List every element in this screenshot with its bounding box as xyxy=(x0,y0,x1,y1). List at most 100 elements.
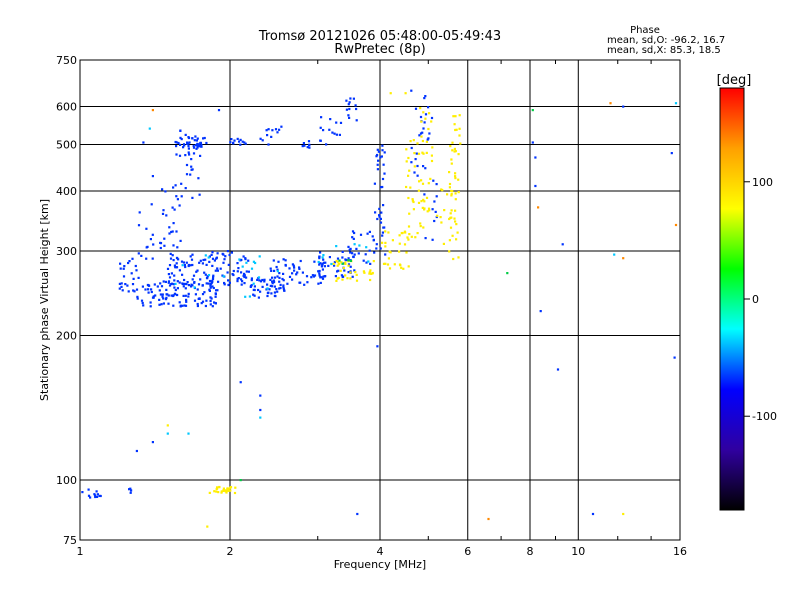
echo-point xyxy=(227,488,230,491)
echo-point xyxy=(239,479,242,482)
echo-point xyxy=(295,273,298,276)
echo-point xyxy=(407,196,410,200)
echo-point xyxy=(534,184,537,188)
echo-point xyxy=(197,177,200,180)
echo-point xyxy=(454,175,457,178)
echo-point xyxy=(183,278,186,282)
echo-point xyxy=(276,290,279,293)
echo-point xyxy=(355,119,358,122)
echo-point xyxy=(168,276,172,279)
echo-point xyxy=(435,215,438,219)
echo-point xyxy=(359,233,363,236)
echo-point xyxy=(363,271,366,274)
echo-point xyxy=(310,276,313,279)
echo-point xyxy=(257,296,260,299)
echo-point xyxy=(247,270,250,273)
echo-point xyxy=(208,491,211,494)
echo-point xyxy=(210,297,213,300)
echo-point xyxy=(187,264,190,268)
echo-point xyxy=(276,275,279,278)
echo-point xyxy=(333,264,336,267)
echo-point xyxy=(239,381,242,384)
echo-point xyxy=(258,279,261,282)
echo-point xyxy=(391,239,394,242)
echo-point xyxy=(441,189,444,192)
echo-point xyxy=(276,270,279,273)
echo-point xyxy=(405,251,408,254)
echo-point xyxy=(136,295,139,298)
echo-point xyxy=(419,222,422,225)
echo-point xyxy=(207,282,210,285)
echo-point xyxy=(199,278,202,281)
colorbar-tick-label: -100 xyxy=(752,410,777,423)
echo-point xyxy=(216,252,219,255)
echo-point xyxy=(270,135,273,138)
echo-point xyxy=(218,485,221,489)
echo-point xyxy=(187,284,190,287)
echo-point xyxy=(195,147,198,150)
echo-point xyxy=(273,276,277,279)
echo-point xyxy=(207,274,211,277)
echo-point xyxy=(119,262,122,265)
echo-point xyxy=(400,266,403,269)
echo-point xyxy=(227,283,230,287)
echo-point xyxy=(381,149,384,152)
echo-point xyxy=(353,269,356,272)
echo-point xyxy=(228,281,231,284)
echo-point xyxy=(455,128,458,131)
echo-point xyxy=(185,261,188,264)
echo-point xyxy=(336,277,339,280)
y-tick-label: 750 xyxy=(56,54,77,67)
echo-point xyxy=(347,114,350,117)
echo-point xyxy=(211,264,214,267)
echo-point xyxy=(424,237,427,240)
echo-point xyxy=(159,282,162,285)
echo-point xyxy=(193,139,196,142)
echo-point xyxy=(307,140,311,143)
echo-point xyxy=(173,274,176,277)
echo-point xyxy=(398,242,401,245)
echo-point xyxy=(259,280,263,283)
x-tick-label: 16 xyxy=(673,545,687,558)
echo-point xyxy=(381,234,384,237)
echo-point xyxy=(214,302,217,305)
echo-point xyxy=(171,206,174,209)
echo-point xyxy=(332,262,335,265)
echo-point xyxy=(383,172,386,175)
echo-point xyxy=(336,264,339,267)
echo-point xyxy=(376,163,379,166)
echo-point xyxy=(137,252,140,255)
echo-point xyxy=(318,269,321,273)
echo-point xyxy=(421,206,424,209)
echo-point xyxy=(284,264,287,267)
echo-point xyxy=(263,280,266,283)
echo-point xyxy=(334,275,337,278)
echo-point xyxy=(376,217,379,221)
colorbar-tick-label: 100 xyxy=(752,176,773,189)
echo-point xyxy=(236,262,239,265)
echo-point xyxy=(410,161,413,164)
echo-point xyxy=(127,290,130,293)
echo-point xyxy=(343,269,346,272)
echo-point xyxy=(175,195,178,198)
echo-point xyxy=(227,263,230,266)
echo-point xyxy=(328,256,331,259)
echo-point xyxy=(368,272,371,275)
echo-point xyxy=(185,298,188,301)
echo-point xyxy=(209,282,212,285)
echo-point xyxy=(427,207,431,210)
echo-point xyxy=(369,262,372,265)
echo-point xyxy=(399,264,402,267)
echo-point xyxy=(261,278,264,282)
echo-point xyxy=(216,267,219,270)
echo-point xyxy=(347,264,350,267)
echo-point xyxy=(132,289,135,292)
chart-title: Tromsø 20121026 05:48:00-05:49:43 xyxy=(258,29,501,44)
echo-point xyxy=(398,234,401,237)
echo-point xyxy=(430,116,434,120)
echo-point xyxy=(253,294,256,297)
echo-point xyxy=(190,258,194,261)
echo-point xyxy=(141,301,144,305)
echo-point xyxy=(362,259,365,262)
echo-point xyxy=(414,107,418,110)
